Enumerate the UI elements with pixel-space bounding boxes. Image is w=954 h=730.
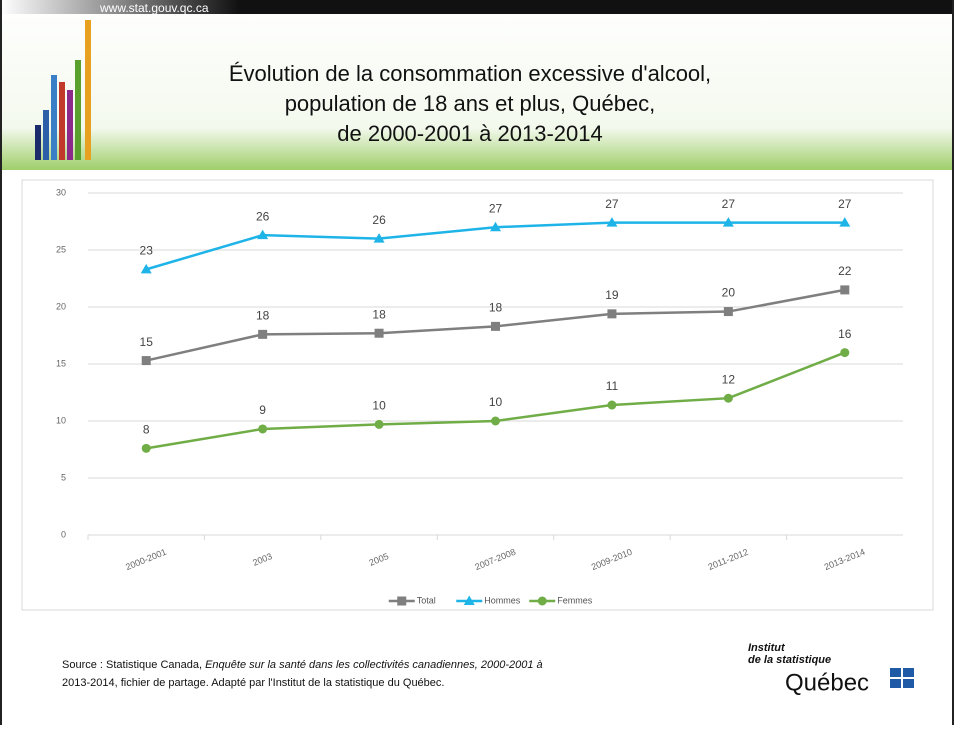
value-label: 15 — [140, 335, 154, 349]
value-label: 23 — [140, 244, 154, 258]
value-label: 26 — [372, 213, 386, 227]
value-label: 11 — [606, 379, 619, 393]
marker — [373, 233, 385, 243]
value-label: 8 — [143, 423, 150, 437]
series: 8 9 10 10 11 12 16 — [141, 327, 852, 453]
y-tick-label: 10 — [56, 415, 66, 425]
marker — [463, 595, 475, 605]
marker — [397, 596, 407, 606]
marker — [491, 321, 500, 331]
value-label: 18 — [256, 309, 270, 323]
value-label: 9 — [259, 403, 266, 417]
source-text: Source : Statistique Canada, — [62, 659, 205, 671]
value-label: 18 — [489, 301, 503, 315]
marker — [257, 229, 269, 240]
value-label: 10 — [489, 395, 503, 409]
value-label: 27 — [605, 197, 619, 211]
value-label: 27 — [489, 201, 503, 215]
value-label: 12 — [722, 372, 736, 386]
marker — [140, 263, 152, 274]
y-tick-label: 0 — [61, 529, 66, 539]
marker — [374, 328, 384, 338]
legend-label: Femmes — [557, 595, 593, 605]
title-line: Évolution de la consommation excessive d… — [229, 61, 711, 86]
marker — [258, 329, 268, 339]
series: 23 26 26 27 27 27 27 — [140, 197, 852, 274]
y-tick-label: 30 — [56, 187, 66, 197]
source-title: Enquête sur la santé dans les collectivi… — [205, 659, 543, 671]
title-line: population de 18 ans et plus, Québec, — [285, 91, 656, 116]
value-label: 26 — [256, 209, 270, 223]
logo-text: Institut — [748, 642, 786, 654]
value-label: 10 — [372, 399, 386, 413]
legend-entry: Total — [388, 595, 436, 606]
legend-label: Hommes — [484, 595, 521, 605]
marker — [723, 393, 733, 403]
y-tick-label: 25 — [56, 244, 66, 254]
marker — [840, 285, 850, 295]
legend-entry: Hommes — [456, 595, 521, 605]
series: 15 18 18 18 19 20 22 — [140, 264, 852, 366]
marker — [722, 217, 734, 227]
value-label: 22 — [838, 264, 852, 278]
marker — [141, 443, 151, 453]
y-tick-label: 5 — [61, 472, 66, 482]
logo-bars — [35, 20, 91, 160]
marker — [490, 221, 501, 232]
marker — [606, 217, 618, 227]
logo-text: de la statistique — [748, 654, 831, 666]
y-tick-label: 15 — [56, 358, 66, 368]
chart-frame — [21, 179, 934, 611]
value-label: 27 — [722, 197, 736, 211]
legend-label: Total — [417, 595, 436, 605]
value-label: 27 — [838, 197, 852, 211]
marker — [607, 309, 617, 319]
value-label: 18 — [372, 307, 386, 321]
marker — [141, 356, 151, 366]
value-label: 19 — [605, 288, 619, 302]
marker — [491, 416, 500, 426]
marker — [839, 217, 851, 227]
value-label: 20 — [722, 286, 736, 300]
source-text: 2013-2014, fichier de partage. Adapté pa… — [62, 677, 444, 689]
legend-entry: Femmes — [529, 595, 593, 606]
logo-text: Québec — [785, 669, 869, 696]
marker — [537, 596, 547, 606]
source: Source : Statistique Canada, Enquête sur… — [62, 659, 543, 671]
marker — [607, 400, 617, 410]
url: www.stat.gouv.qc.ca — [99, 1, 209, 15]
header-band — [0, 0, 954, 170]
marker — [723, 307, 733, 317]
top-strip — [0, 0, 954, 14]
title-line: de 2000-2001 à 2013-2014 — [337, 121, 602, 146]
value-label: 16 — [838, 327, 852, 341]
marker — [258, 424, 268, 434]
marker — [374, 419, 384, 429]
y-tick-label: 20 — [56, 301, 66, 311]
marker — [840, 348, 850, 358]
logo-flag — [890, 668, 914, 688]
